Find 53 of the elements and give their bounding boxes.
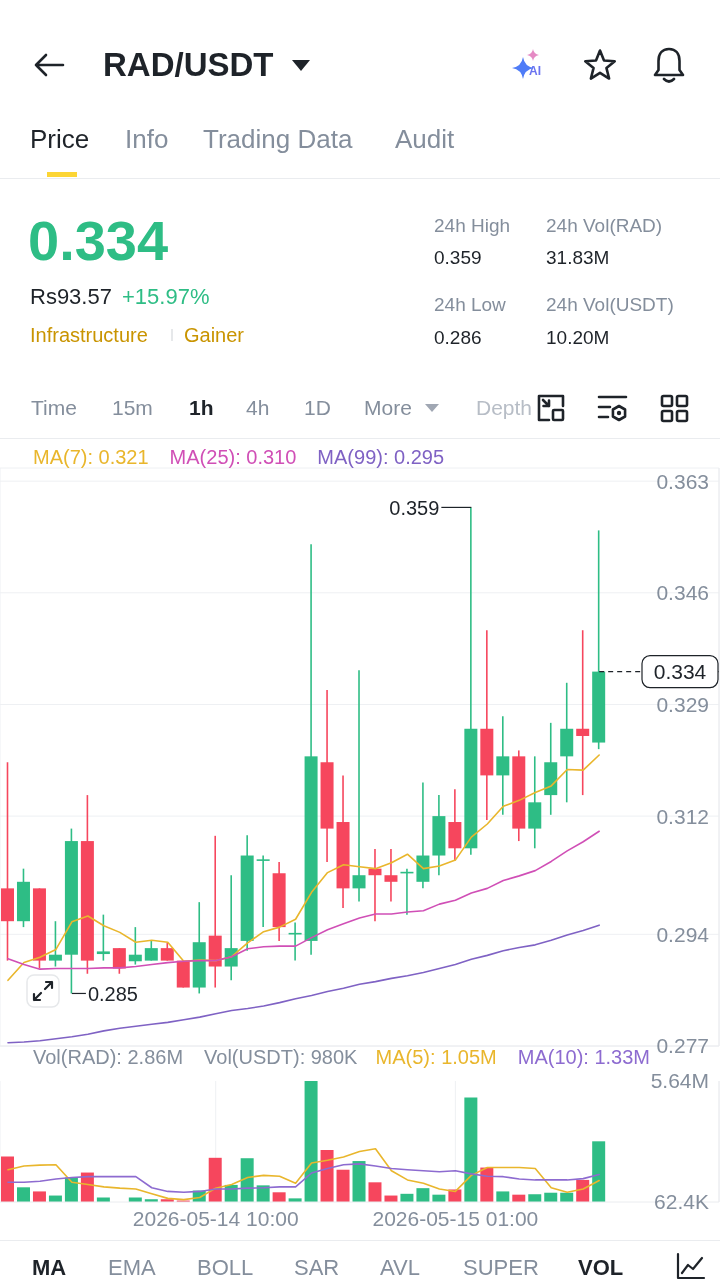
text: Time <box>31 395 77 421</box>
text: EMA <box>108 1255 156 1281</box>
text: 24h High <box>434 215 511 237</box>
annotation: 0.359 <box>389 496 440 519</box>
y-tick-label: 0.346 <box>656 581 709 605</box>
text: MA(99): 0.295 <box>317 445 445 469</box>
text: 1D <box>304 395 331 421</box>
text: MA <box>32 1255 67 1281</box>
y-tick-label: 0.312 <box>656 804 709 828</box>
text: 0.286 <box>434 327 482 349</box>
annotation: 0.285 <box>87 982 138 1005</box>
text: MA(25): 0.310 <box>169 445 297 469</box>
text: RAD/USDT <box>103 46 274 84</box>
text: MA(10): 1.33M <box>517 1045 650 1069</box>
text: Infrastructure <box>30 323 148 347</box>
text: Trading Data <box>203 124 353 155</box>
text: 24h Vol(USDT) <box>546 294 674 316</box>
y-tick-label: 0.329 <box>656 692 709 716</box>
text: Gainer <box>184 323 245 347</box>
text: More <box>364 395 412 421</box>
text: 15m <box>112 395 153 421</box>
y-tick-label: 62.4K <box>654 1190 709 1214</box>
text: MA(7): 0.321 <box>33 445 149 469</box>
text: BOLL <box>197 1255 254 1281</box>
text: AI <box>529 64 541 79</box>
text: +15.97% <box>122 284 210 310</box>
text: Price <box>30 124 90 155</box>
text: 0.359 <box>434 247 482 269</box>
text: 0.334 <box>28 208 169 274</box>
y-tick-label: 5.64M <box>650 1069 709 1093</box>
text: 24h Low <box>434 294 506 316</box>
text: 4h <box>246 395 270 421</box>
text: 31.83M <box>546 247 610 269</box>
text: MA(5): 1.05M <box>375 1045 497 1069</box>
ref-line-label: 0.334 <box>653 660 707 684</box>
text: Rs93.57 <box>30 284 112 310</box>
x-tick-label: 2026-05-15 01:00 <box>372 1206 539 1230</box>
text: Depth <box>476 395 533 421</box>
x-tick-label: 2026-05-14 10:00 <box>132 1206 299 1230</box>
text: 24h Vol(RAD) <box>546 215 663 237</box>
text: 1h <box>189 395 214 421</box>
text: Audit <box>395 124 455 155</box>
y-tick-label: 0.363 <box>656 469 709 493</box>
text: VOL <box>578 1255 624 1281</box>
text: 10.20M <box>546 327 610 349</box>
text: AVL <box>380 1255 420 1281</box>
y-tick-label: 0.294 <box>656 922 710 946</box>
text: Vol(RAD): 2.86M <box>33 1045 184 1069</box>
text: Info <box>125 124 169 155</box>
text: SUPER <box>463 1255 539 1281</box>
text: SAR <box>294 1255 340 1281</box>
y-tick-label: 0.277 <box>656 1034 709 1058</box>
text: Vol(USDT): 980K <box>204 1045 358 1069</box>
